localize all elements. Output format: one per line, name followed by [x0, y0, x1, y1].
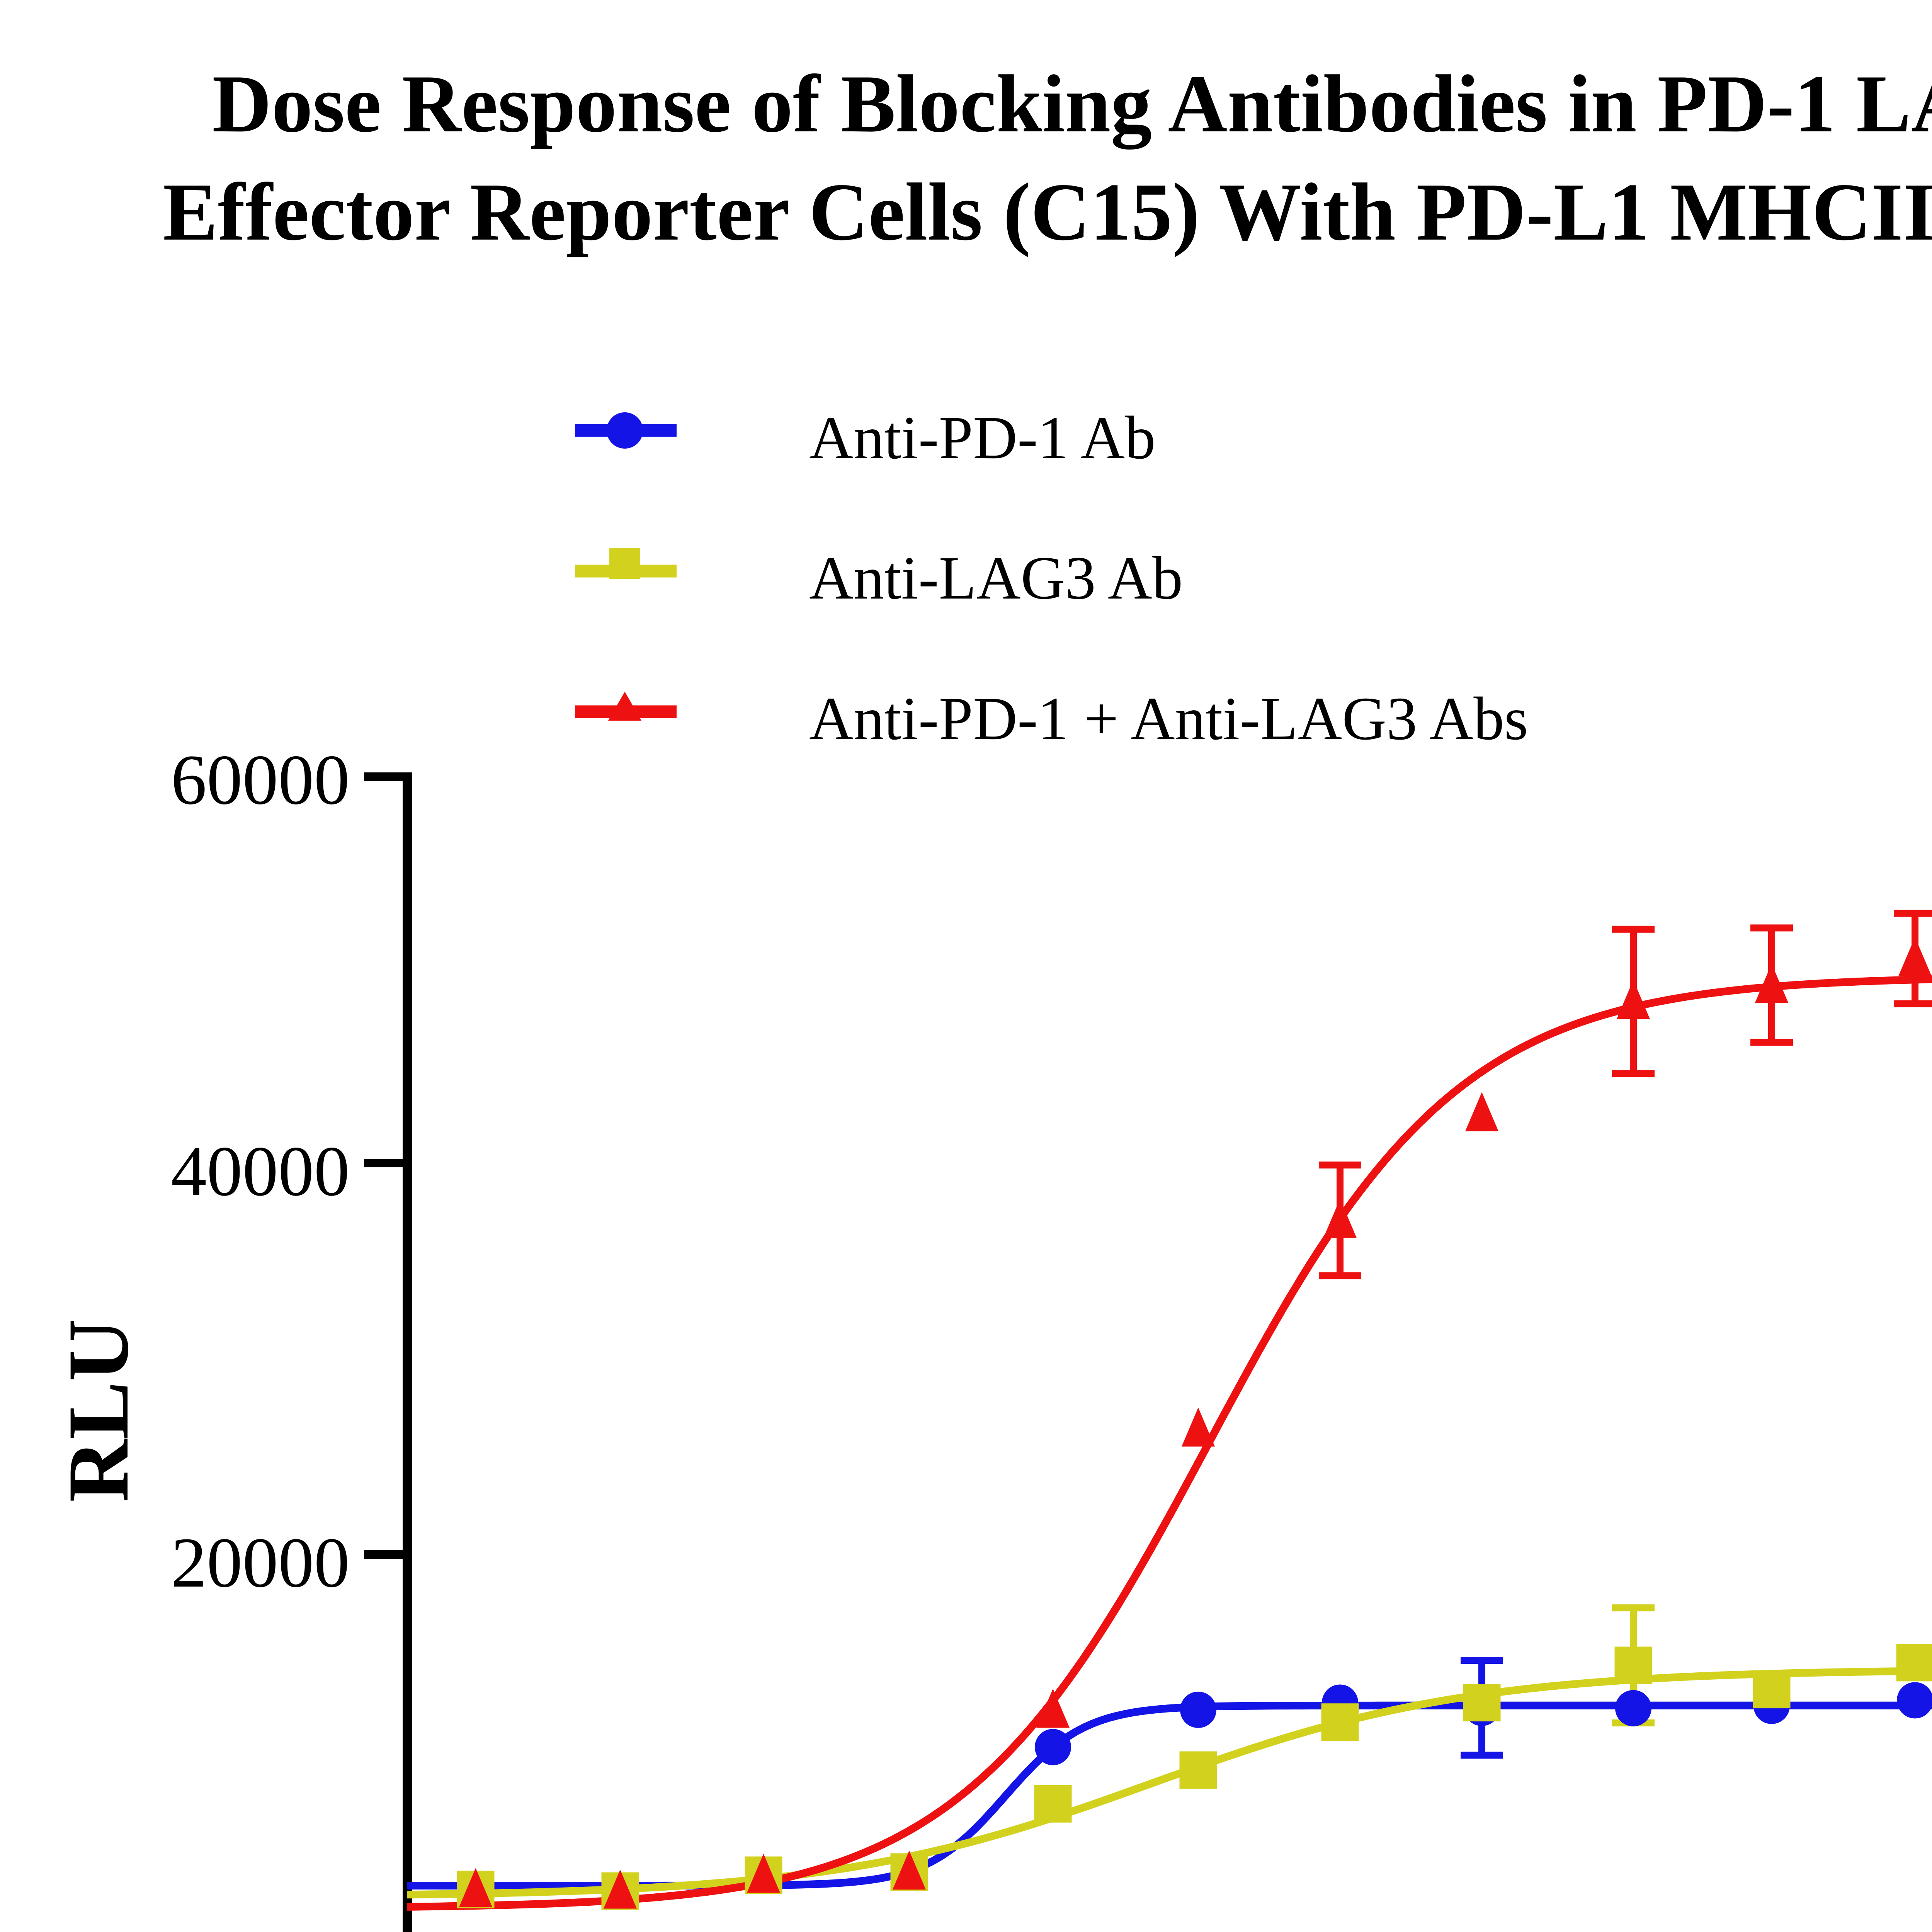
- svg-text:20000: 20000: [171, 1523, 350, 1602]
- svg-text:60000: 60000: [171, 740, 350, 820]
- svg-text:40000: 40000: [171, 1132, 350, 1211]
- svg-text:RLU: RLU: [50, 1318, 146, 1502]
